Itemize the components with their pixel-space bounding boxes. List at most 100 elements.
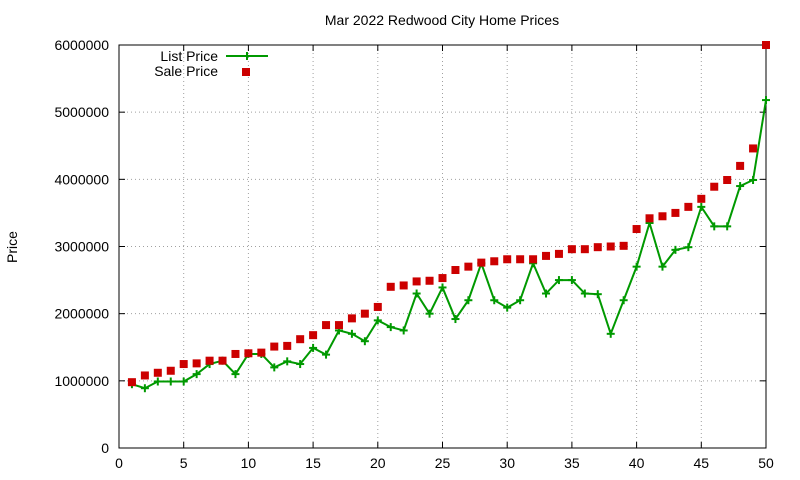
data-point-sale-price	[451, 266, 460, 275]
series	[127, 41, 770, 393]
data-point-sale-price	[425, 276, 434, 285]
legend-label-sale-price: Sale Price	[154, 63, 218, 79]
y-tick-label: 1000000	[54, 373, 109, 389]
data-point-sale-price	[360, 309, 369, 318]
axes: 0 5 10 15 20 25 30 35 40 45 50 0 1000000 2000000 30000…	[54, 37, 774, 471]
legend-marker-list-price	[243, 52, 251, 60]
data-point-sale-price	[542, 251, 551, 260]
data-point-list-price	[490, 296, 499, 305]
data-point-list-price	[347, 329, 356, 338]
data-point-list-price	[723, 222, 732, 231]
data-point-list-price	[322, 350, 331, 359]
data-point-sale-price	[244, 349, 253, 358]
data-point-list-price	[296, 360, 305, 369]
data-point-list-price	[619, 296, 628, 305]
data-point-sale-price	[697, 194, 706, 203]
series-sale-price	[127, 41, 770, 387]
data-point-list-price	[710, 222, 719, 231]
x-tick-label: 25	[435, 455, 451, 471]
data-point-sale-price	[373, 302, 382, 311]
data-point-list-price	[503, 303, 512, 312]
data-point-sale-price	[179, 360, 188, 369]
y-axis-label: Price	[4, 231, 20, 263]
x-tick-label: 15	[305, 455, 321, 471]
data-point-sale-price	[334, 321, 343, 330]
x-tick-label: 10	[241, 455, 257, 471]
legend: List Price Sale Price	[154, 48, 268, 79]
data-point-sale-price	[554, 249, 563, 258]
data-point-list-price	[554, 276, 563, 285]
data-point-sale-price	[412, 277, 421, 286]
y-tick-label: 4000000	[54, 171, 109, 187]
data-point-sale-price	[257, 348, 266, 357]
data-point-sale-price	[749, 144, 758, 153]
data-point-list-price	[360, 337, 369, 346]
data-point-sale-price	[218, 356, 227, 365]
data-point-list-price	[386, 323, 395, 332]
data-point-list-price	[684, 243, 693, 252]
data-point-sale-price	[723, 176, 732, 185]
data-point-list-price	[153, 377, 162, 386]
data-point-sale-price	[593, 243, 602, 252]
data-point-list-price	[658, 262, 667, 271]
data-point-sale-price	[632, 225, 641, 234]
legend-marker-sale-price	[242, 68, 250, 76]
data-point-sale-price	[464, 262, 473, 271]
data-point-sale-price	[192, 359, 201, 368]
data-point-sale-price	[516, 255, 525, 264]
data-point-list-price	[283, 357, 292, 366]
data-point-sale-price	[322, 321, 331, 330]
data-point-sale-price	[762, 41, 770, 49]
data-point-list-price	[606, 329, 615, 338]
data-point-sale-price	[619, 241, 628, 250]
data-point-list-price	[697, 202, 706, 211]
grid	[119, 45, 766, 448]
series-line-list-price	[131, 99, 767, 390]
y-tick-label: 6000000	[54, 37, 109, 53]
x-tick-label: 30	[499, 455, 515, 471]
data-point-sale-price	[503, 255, 512, 264]
data-point-list-price	[231, 370, 240, 379]
data-point-sale-price	[684, 202, 693, 211]
data-point-list-price	[140, 384, 149, 393]
y-tick-label: 0	[101, 440, 109, 456]
x-tick-label: 0	[115, 455, 123, 471]
data-point-list-price	[425, 309, 434, 318]
data-point-sale-price	[490, 257, 499, 266]
data-point-list-price	[166, 377, 175, 386]
data-point-list-price	[438, 283, 447, 292]
data-point-sale-price	[529, 255, 538, 264]
data-point-sale-price	[153, 368, 162, 377]
chart-title: Mar 2022 Redwood City Home Prices	[325, 12, 559, 28]
data-point-sale-price	[671, 208, 680, 217]
y-tick-label: 3000000	[54, 239, 109, 255]
data-point-list-price	[192, 370, 201, 379]
data-point-list-price	[593, 290, 602, 299]
x-tick-label: 5	[180, 455, 188, 471]
data-point-list-price	[542, 289, 551, 298]
data-point-list-price	[179, 377, 188, 386]
x-tick-label: 45	[694, 455, 710, 471]
data-point-list-price	[632, 262, 641, 271]
legend-label-list-price: List Price	[160, 48, 218, 64]
data-point-list-price	[451, 315, 460, 324]
data-point-list-price	[373, 316, 382, 325]
data-point-list-price	[412, 289, 421, 298]
data-point-list-price	[749, 176, 758, 185]
data-point-list-price	[464, 296, 473, 305]
data-point-sale-price	[347, 314, 356, 323]
legend-marks	[226, 52, 268, 76]
data-point-sale-price	[710, 182, 719, 191]
data-point-list-price	[399, 326, 408, 335]
data-point-list-price	[309, 343, 318, 352]
series-list-price	[127, 96, 770, 393]
x-tick-label: 40	[629, 455, 645, 471]
data-point-sale-price	[127, 378, 136, 387]
y-tick-label: 2000000	[54, 306, 109, 322]
data-point-list-price	[567, 276, 576, 285]
data-point-sale-price	[399, 281, 408, 290]
data-point-sale-price	[580, 245, 589, 254]
data-point-list-price	[516, 296, 525, 305]
